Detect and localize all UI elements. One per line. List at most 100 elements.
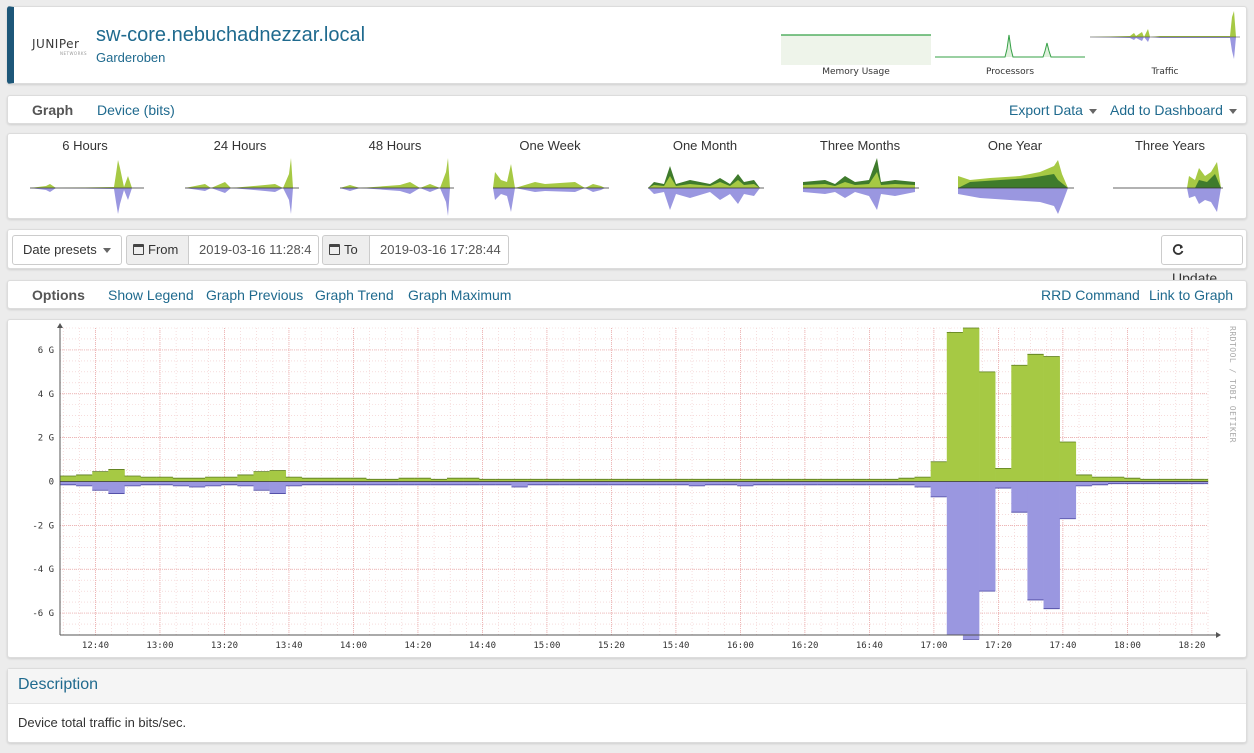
show-legend-link[interactable]: Show Legend	[108, 287, 194, 303]
graph-type-link[interactable]: Device (bits)	[97, 102, 175, 118]
device-location[interactable]: Garderoben	[96, 50, 166, 65]
in-traffic-bar	[366, 479, 383, 482]
in-traffic-bar	[688, 479, 706, 482]
period-label: 24 Hours	[213, 138, 267, 153]
in-traffic-bar	[1011, 365, 1028, 482]
out-traffic-bar	[1091, 481, 1109, 485]
out-traffic-bar	[833, 481, 851, 485]
out-traffic-bar	[92, 481, 109, 491]
in-traffic-bar	[317, 478, 335, 482]
out-traffic-bar	[446, 481, 464, 485]
out-traffic-bar	[995, 481, 1012, 489]
graph-nav-bar: Graph Device (bits) Export Data Add to D…	[7, 95, 1247, 124]
graph-maximum-link[interactable]: Graph Maximum	[408, 287, 512, 303]
period-one-week[interactable]: One Week	[475, 138, 625, 216]
period-6-hours[interactable]: 6 Hours	[10, 138, 160, 216]
period-one-year[interactable]: One Year	[940, 138, 1090, 216]
in-traffic-bar	[882, 479, 899, 482]
export-data-dropdown[interactable]: Export Data	[1009, 102, 1097, 118]
traffic-graph[interactable]: 6 G 4 G 2 G 0 -2 G -4 G -6 G 12:40 13:00 13:20 13…	[8, 320, 1246, 657]
in-traffic-bar	[1043, 356, 1060, 482]
chevron-down-icon	[1088, 108, 1097, 114]
x-tick-label: 16:40	[856, 641, 883, 651]
date-presets-dropdown[interactable]: Date presets	[12, 235, 122, 265]
out-traffic-bar	[1204, 481, 1209, 484]
in-traffic-bar	[624, 479, 641, 482]
period-label: One Year	[987, 138, 1043, 153]
device-hostname[interactable]: sw-core.nebuchadnezzar.local	[96, 24, 366, 46]
out-traffic-bar	[640, 481, 657, 485]
in-traffic-bar	[753, 479, 770, 482]
in-traffic-bar	[1059, 442, 1077, 482]
in-traffic-bar	[76, 474, 93, 482]
calendar-icon	[133, 244, 144, 255]
in-traffic-bar	[301, 478, 319, 482]
graph-previous-link[interactable]: Graph Previous	[206, 287, 304, 303]
period-one-month[interactable]: One Month	[630, 138, 780, 216]
traffic-minigraph[interactable]: Traffic	[1090, 11, 1240, 83]
out-traffic-bar	[737, 481, 754, 486]
rrd-command-link[interactable]: RRD Command	[1041, 287, 1140, 303]
in-traffic-bar	[527, 479, 545, 482]
period-three-months[interactable]: Three Months	[785, 138, 935, 216]
in-traffic-bar	[1091, 477, 1109, 482]
in-traffic-bar	[1188, 479, 1206, 482]
in-traffic-bar	[640, 479, 657, 482]
update-button[interactable]: Update	[1161, 235, 1243, 286]
in-traffic-bar	[801, 479, 819, 482]
out-traffic-bar	[801, 481, 819, 485]
in-traffic-bar	[92, 471, 109, 482]
out-traffic-bar	[463, 481, 480, 485]
out-traffic-bar	[946, 481, 964, 635]
period-24-hours[interactable]: 24 Hours	[165, 138, 315, 216]
y-tick-label: -2 G	[32, 521, 54, 531]
period-three-years[interactable]: Three Years	[1095, 138, 1245, 216]
in-traffic-bar	[1108, 477, 1125, 482]
period-label: 48 Hours	[368, 138, 422, 153]
in-traffic-bar	[334, 478, 351, 482]
from-label: From	[148, 242, 179, 257]
in-traffic-bar	[221, 477, 238, 482]
in-traffic-bar	[463, 478, 480, 482]
in-traffic-bar	[495, 479, 512, 482]
from-date-input[interactable]: 2019-03-16 11:28:4	[189, 235, 319, 265]
in-traffic-bar	[962, 328, 980, 482]
description-header: Description	[8, 669, 1246, 704]
out-traffic-bar	[753, 481, 770, 485]
in-traffic-bar	[930, 461, 948, 482]
graph-trend-link[interactable]: Graph Trend	[315, 287, 394, 303]
period-label: Three Months	[819, 138, 901, 153]
out-traffic-bar	[495, 481, 512, 485]
in-traffic-bar	[285, 477, 303, 482]
link-to-graph-link[interactable]: Link to Graph	[1149, 287, 1234, 303]
out-traffic-bar	[382, 481, 399, 485]
in-traffic-bar	[608, 479, 625, 482]
processors-minigraph[interactable]: Processors	[935, 11, 1085, 83]
out-traffic-bar	[704, 481, 722, 485]
out-traffic-bar	[221, 481, 238, 485]
refresh-icon	[1172, 244, 1184, 255]
add-to-dashboard-dropdown[interactable]: Add to Dashboard	[1110, 102, 1237, 118]
to-date-input[interactable]: 2019-03-16 17:28:44	[370, 235, 509, 265]
in-traffic-bar	[543, 479, 561, 482]
calendar-icon	[329, 244, 340, 255]
out-traffic-bar	[721, 481, 738, 485]
rrdtool-watermark: RRDTOOL / TOBI OETIKER	[1228, 326, 1237, 443]
in-traffic-bar	[1124, 478, 1141, 482]
logo-text: JUNIPer	[32, 37, 80, 51]
out-traffic-bar	[1059, 481, 1077, 519]
in-traffic-bar	[575, 479, 593, 482]
in-traffic-bar	[124, 476, 141, 482]
out-traffic-bar	[1188, 481, 1206, 484]
in-traffic-bar	[237, 474, 254, 482]
y-tick-label: -4 G	[32, 565, 54, 575]
memory-usage-minigraph[interactable]: Memory Usage	[781, 11, 931, 83]
out-traffic-bar	[850, 481, 867, 485]
in-traffic-bar	[817, 479, 835, 482]
y-tick-label: 0	[49, 478, 54, 488]
period-48-hours[interactable]: 48 Hours	[320, 138, 470, 216]
out-traffic-bar	[366, 481, 383, 485]
in-traffic-bar	[188, 478, 206, 482]
out-traffic-bar	[656, 481, 673, 485]
to-addon: To	[322, 235, 370, 265]
